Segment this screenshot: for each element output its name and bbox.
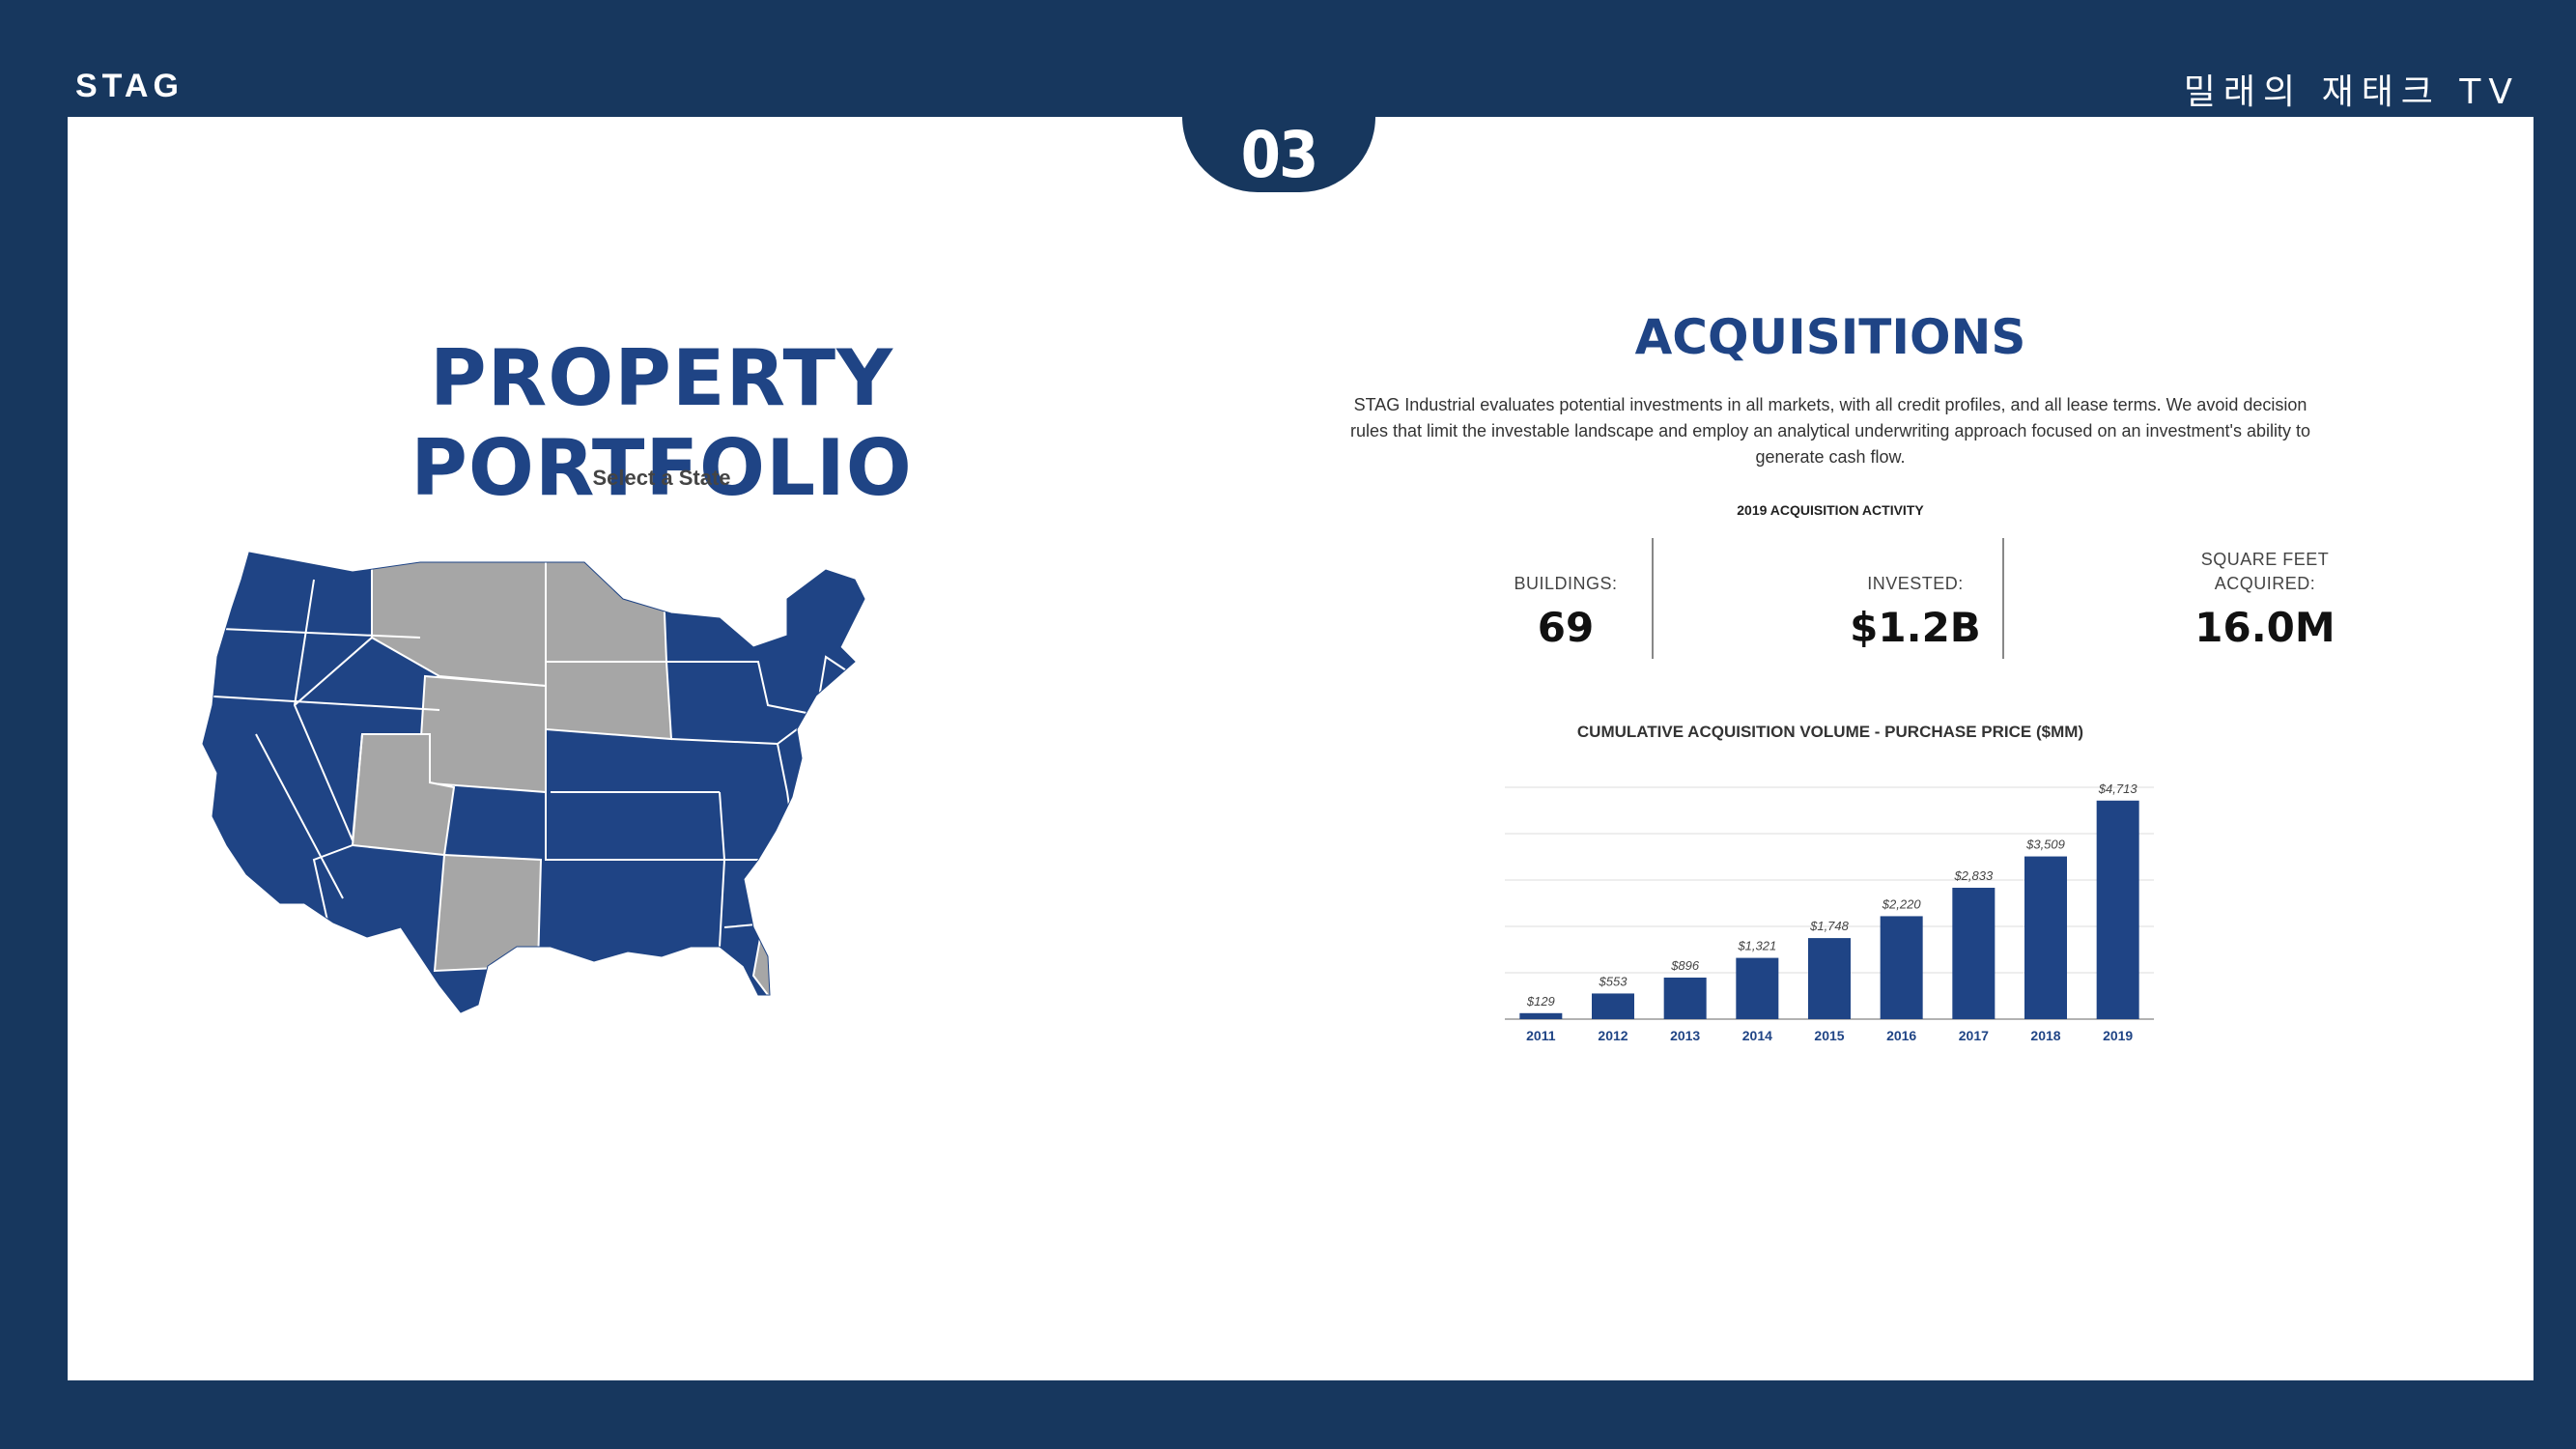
map-outline bbox=[202, 552, 865, 1013]
acquisitions-description: STAG Industrial evaluates potential inve… bbox=[1349, 395, 2310, 467]
x-tick-label-2016: 2016 bbox=[1886, 1028, 1916, 1043]
data-label-2013: $896 bbox=[1670, 958, 1700, 973]
data-label-2015: $1,748 bbox=[1809, 919, 1850, 933]
bar-2013 bbox=[1663, 977, 1707, 1019]
data-label-2016: $2,220 bbox=[1882, 896, 1922, 911]
stat-square-feet-label: SQUARE FEET ACQUIRED: bbox=[2200, 550, 2330, 593]
data-label-2012: $553 bbox=[1599, 974, 1628, 988]
x-tick-label-2014: 2014 bbox=[1742, 1028, 1772, 1043]
x-tick-label-2015: 2015 bbox=[1814, 1028, 1844, 1043]
stat-invested-value: $1.2B bbox=[1850, 604, 1981, 651]
stat-invested: INVESTED: $1.2B bbox=[1741, 536, 2090, 662]
stat-divider bbox=[2002, 538, 2004, 659]
state-north-dakota[interactable] bbox=[545, 541, 668, 663]
acquisition-bar-chart: $129 2011 $553 2012 $896 2013 $1,321 2014 $1,748… bbox=[1505, 781, 2154, 1043]
us-state-map[interactable] bbox=[198, 541, 1116, 1121]
bar-2011 bbox=[1519, 1012, 1563, 1019]
data-label-2018: $3,509 bbox=[2025, 838, 2065, 852]
x-tick-label-2017: 2017 bbox=[1959, 1028, 1989, 1043]
x-tick-label-2019: 2019 bbox=[2103, 1028, 2133, 1043]
bar-2012 bbox=[1592, 993, 1634, 1019]
stat-buildings: BUILDINGS: 69 bbox=[1391, 536, 1741, 662]
data-label-2014: $1,321 bbox=[1737, 939, 1776, 953]
state-wyoming[interactable] bbox=[416, 674, 547, 794]
stat-invested-label: INVESTED: bbox=[1867, 574, 1964, 593]
stat-square-feet: SQUARE FEET ACQUIRED: 16.0M bbox=[2090, 536, 2440, 662]
state-vermont[interactable] bbox=[1017, 645, 1031, 686]
bar-2018 bbox=[2024, 856, 2067, 1019]
data-label-2017: $2,833 bbox=[1953, 868, 1994, 883]
state-mississippi[interactable] bbox=[751, 919, 808, 996]
acquisitions-title: ACQUISITIONS bbox=[1634, 309, 2026, 365]
stats-row: BUILDINGS: 69 INVESTED: $1.2B SQUARE FEE… bbox=[1391, 536, 2444, 662]
stat-buildings-label: BUILDINGS: bbox=[1514, 574, 1618, 593]
chart-title: CUMULATIVE ACQUISITION VOLUME - PURCHASE… bbox=[1576, 723, 2084, 741]
select-state-label: Select a State bbox=[592, 466, 731, 490]
brand-logo: STAG bbox=[75, 68, 184, 104]
channel-name: 밀래의 재태크 TV bbox=[2183, 72, 2520, 112]
portfolio-title: PROPERTY PORTFOLIO bbox=[410, 333, 913, 513]
activity-title: 2019 ACQUISITION ACTIVITY bbox=[1737, 502, 1924, 518]
stat-divider bbox=[1652, 538, 1654, 659]
x-tick-label-2012: 2012 bbox=[1598, 1028, 1628, 1043]
state-new-mexico[interactable] bbox=[433, 853, 543, 973]
bar-2015 bbox=[1808, 938, 1851, 1019]
bar-2014 bbox=[1736, 957, 1779, 1019]
data-label-2019: $4,713 bbox=[2098, 781, 2138, 796]
state-south-dakota[interactable] bbox=[545, 661, 673, 741]
data-label-2011: $129 bbox=[1526, 994, 1555, 1009]
state-west-virginia[interactable] bbox=[913, 778, 971, 845]
bar-2017 bbox=[1952, 888, 1996, 1019]
x-tick-label-2011: 2011 bbox=[1526, 1028, 1556, 1043]
stat-buildings-value: 69 bbox=[1537, 604, 1595, 651]
stat-square-feet-value: 16.0M bbox=[2194, 604, 2335, 651]
x-tick-label-2018: 2018 bbox=[2030, 1028, 2060, 1043]
x-tick-label-2013: 2013 bbox=[1670, 1028, 1700, 1043]
bar-2016 bbox=[1880, 916, 1923, 1019]
bar-2019 bbox=[2096, 800, 2139, 1019]
